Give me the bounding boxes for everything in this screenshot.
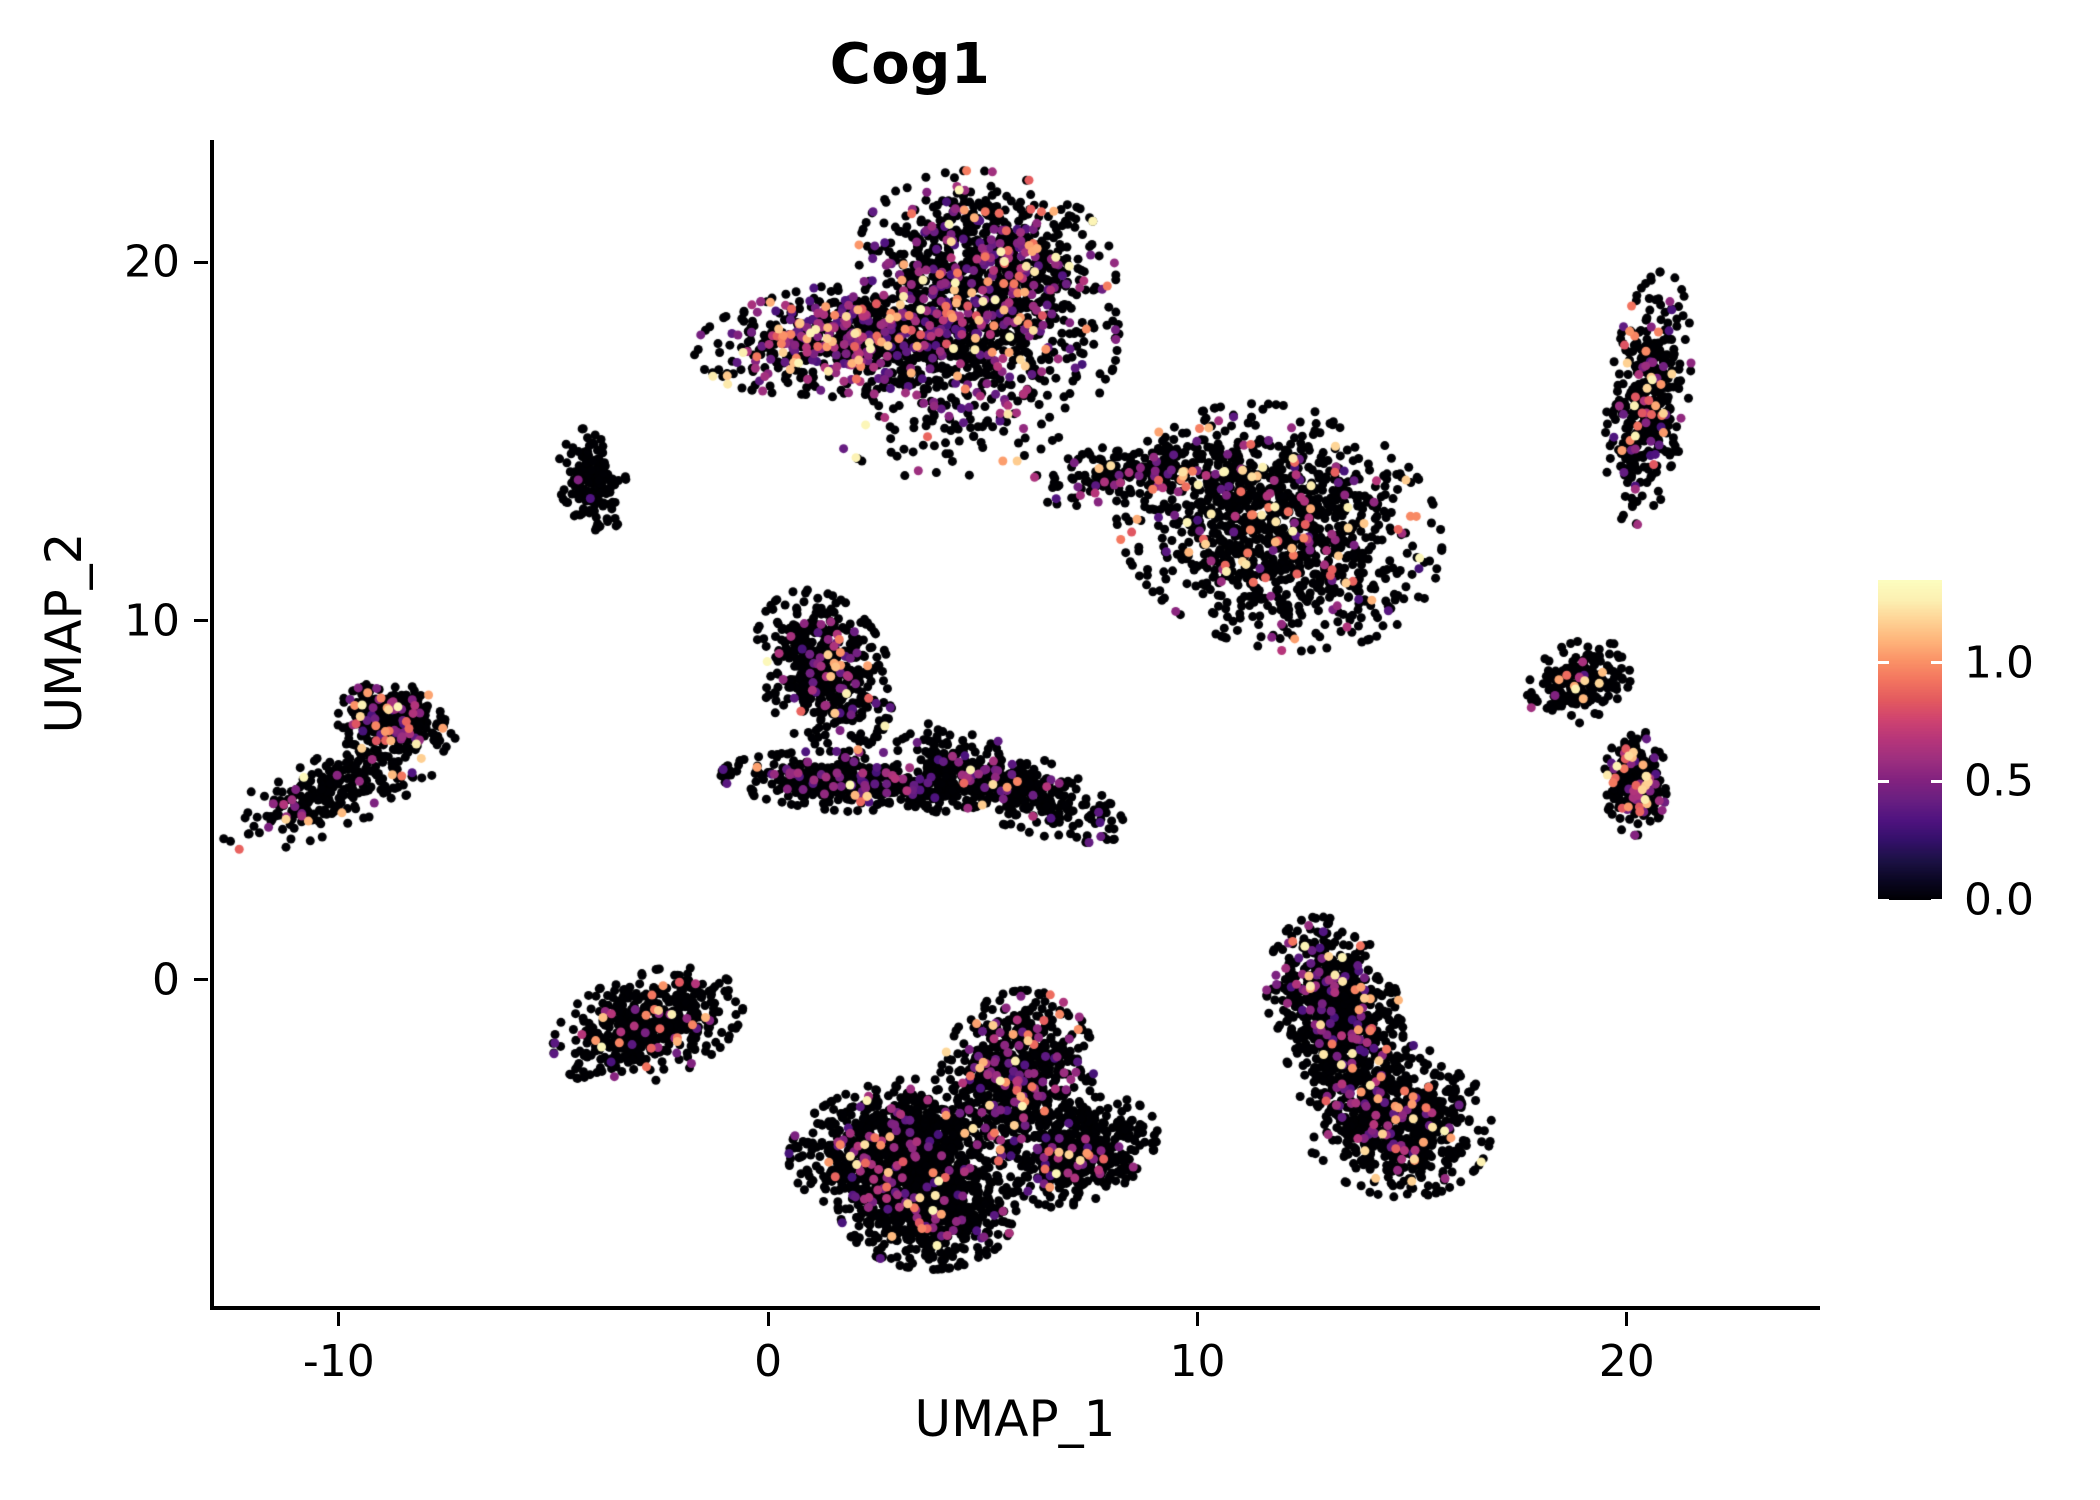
colorbar-tick-mark bbox=[1878, 779, 1889, 783]
page-title: Cog1 bbox=[829, 32, 991, 97]
x-tick-label: 0 bbox=[754, 1336, 783, 1387]
plot-axes: -10 0 10 20 0 10 20 bbox=[124, 140, 1820, 1387]
y-tick-mark bbox=[194, 978, 208, 982]
y-tick-label: 20 bbox=[124, 236, 180, 288]
y-tick-label: 0 bbox=[152, 954, 180, 1006]
colorbar-tick-mark bbox=[1878, 898, 1889, 902]
x-tick-mark bbox=[1195, 1312, 1199, 1326]
colorbar-tick-mark bbox=[1931, 661, 1942, 665]
colorbar-gradient bbox=[1878, 580, 1942, 900]
x-tick-label: 20 bbox=[1598, 1336, 1655, 1387]
scatter-points-canvas bbox=[210, 140, 1820, 1310]
x-tick-label: 10 bbox=[1169, 1336, 1226, 1387]
colorbar: 0.0 0.5 1.0 bbox=[1878, 580, 2088, 926]
y-axis-spine bbox=[210, 140, 214, 1310]
y-tick-label: 10 bbox=[124, 595, 180, 647]
colorbar-tick-mark bbox=[1931, 898, 1942, 902]
y-tick-mark bbox=[194, 260, 208, 264]
x-axis-label: UMAP_1 bbox=[914, 1390, 1116, 1448]
x-tick-mark bbox=[1625, 1312, 1629, 1326]
colorbar-tick-label: 0.0 bbox=[1964, 874, 2034, 926]
x-tick-mark bbox=[337, 1312, 341, 1326]
colorbar-tick-label: 0.5 bbox=[1964, 755, 2034, 807]
x-tick-label: -10 bbox=[302, 1336, 375, 1387]
x-tick-mark bbox=[766, 1312, 770, 1326]
y-tick-mark bbox=[194, 619, 208, 623]
x-axis-spine bbox=[210, 1306, 1820, 1310]
y-axis-label: UMAP_2 bbox=[35, 532, 93, 734]
colorbar-tick-mark bbox=[1931, 779, 1942, 783]
colorbar-tick-mark bbox=[1878, 661, 1889, 665]
colorbar-tick-label: 1.0 bbox=[1964, 637, 2034, 689]
